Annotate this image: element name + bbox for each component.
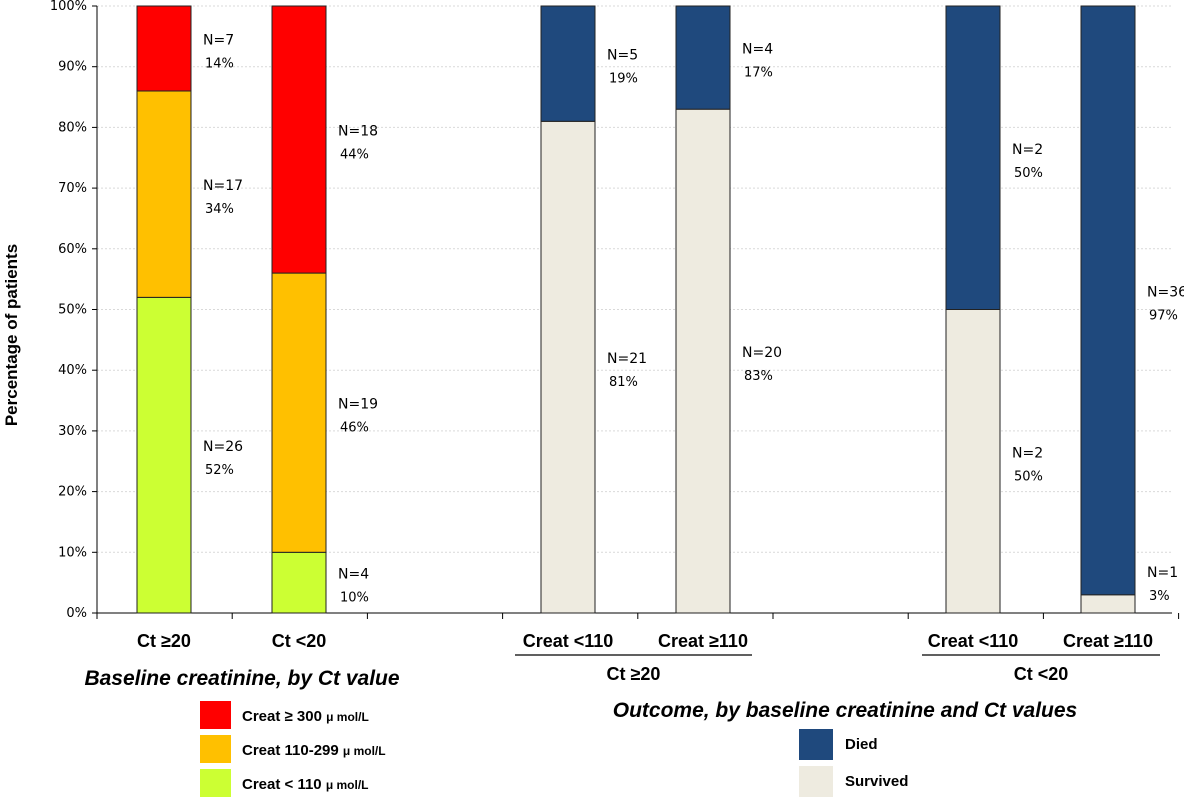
data-label-count: N=17 xyxy=(203,178,243,194)
data-label-count: N=7 xyxy=(203,32,234,48)
y-tick-label: 0% xyxy=(66,606,87,621)
data-label-percent: 34% xyxy=(205,202,234,217)
data-label-percent: 46% xyxy=(340,421,369,436)
data-label-count: N=18 xyxy=(338,124,378,140)
legend-swatch xyxy=(200,701,231,729)
legend-unit: μ mol/L xyxy=(326,778,369,792)
data-label-count: N=5 xyxy=(607,48,638,64)
x-category-label: Creat ≥110 xyxy=(658,631,748,651)
x-category-label: Creat ≥110 xyxy=(1063,631,1153,651)
y-tick-label: 70% xyxy=(58,181,87,196)
bar-segment xyxy=(1080,5,1136,596)
bar-segment xyxy=(136,90,192,298)
legend-label: Creat ≥ 300 μ mol/L xyxy=(242,708,369,725)
data-label-count: N=20 xyxy=(742,345,782,361)
bar-segment xyxy=(1080,594,1136,614)
data-label-count: N=4 xyxy=(742,42,773,58)
y-tick-label: 20% xyxy=(58,485,87,500)
x-category-label: Ct ≥20 xyxy=(137,631,191,651)
data-label-percent: 83% xyxy=(744,369,773,384)
data-label-count: N=36 xyxy=(1147,284,1184,300)
data-label-count: N=1 xyxy=(1147,565,1178,581)
data-label-percent: 44% xyxy=(340,148,369,163)
bar-segment xyxy=(675,108,731,614)
legend-label: Creat 110-299 μ mol/L xyxy=(242,742,386,759)
bar-segment xyxy=(136,296,192,614)
y-axis-label: Percentage of patients xyxy=(2,244,21,426)
data-label-percent: 3% xyxy=(1149,589,1170,604)
data-label-percent: 50% xyxy=(1014,166,1043,181)
data-label-percent: 10% xyxy=(340,591,369,606)
data-label-count: N=4 xyxy=(338,567,369,583)
data-label-count: N=2 xyxy=(1012,142,1043,158)
panel-title-left: Baseline creatinine, by Ct value xyxy=(84,667,399,690)
y-tick-label: 90% xyxy=(58,60,87,75)
x-group-label: Ct ≥20 xyxy=(607,664,661,684)
bar-segment xyxy=(675,5,731,110)
data-label-percent: 52% xyxy=(205,463,234,478)
legend-swatch xyxy=(200,769,231,797)
data-label-count: N=26 xyxy=(203,439,243,455)
bar-segment xyxy=(271,272,327,553)
bar-segment xyxy=(945,309,1001,614)
legend-swatch xyxy=(799,766,833,797)
panel-title-right: Outcome, by baseline creatinine and Ct v… xyxy=(613,699,1077,722)
data-label-percent: 19% xyxy=(609,72,638,87)
y-tick-label: 50% xyxy=(58,303,87,318)
bar-segment xyxy=(136,5,192,92)
y-tick-label: 60% xyxy=(58,242,87,257)
x-category-label: Creat <110 xyxy=(928,631,1019,651)
legend-label: Creat < 110 μ mol/L xyxy=(242,776,369,793)
data-label-count: N=19 xyxy=(338,397,378,413)
legend-swatch xyxy=(799,729,833,760)
data-label-percent: 97% xyxy=(1149,308,1178,323)
y-tick-label: 40% xyxy=(58,363,87,378)
y-tick-label: 30% xyxy=(58,424,87,439)
legend-label: Died xyxy=(845,736,878,753)
data-label-percent: 14% xyxy=(205,56,234,71)
data-label-percent: 50% xyxy=(1014,469,1043,484)
bar-segment xyxy=(945,5,1001,310)
x-group-label: Ct <20 xyxy=(1014,664,1069,684)
x-category-label: Creat <110 xyxy=(523,631,614,651)
data-label-count: N=2 xyxy=(1012,445,1043,461)
data-label-percent: 81% xyxy=(609,375,638,390)
bar-segment xyxy=(271,551,327,614)
legend-swatch xyxy=(200,735,231,763)
legend-label: Survived xyxy=(845,773,908,790)
y-tick-label: 10% xyxy=(58,545,87,560)
x-category-label: Ct <20 xyxy=(272,631,327,651)
y-tick-label: 100% xyxy=(50,0,87,14)
legend-unit: μ mol/L xyxy=(343,744,386,758)
y-tick-label: 80% xyxy=(58,120,87,135)
data-label-percent: 17% xyxy=(744,66,773,81)
data-label-count: N=21 xyxy=(607,351,647,367)
bar-segment xyxy=(540,120,596,614)
bar-segment xyxy=(540,5,596,122)
legend-unit: μ mol/L xyxy=(326,710,369,724)
bar-segment xyxy=(271,5,327,274)
